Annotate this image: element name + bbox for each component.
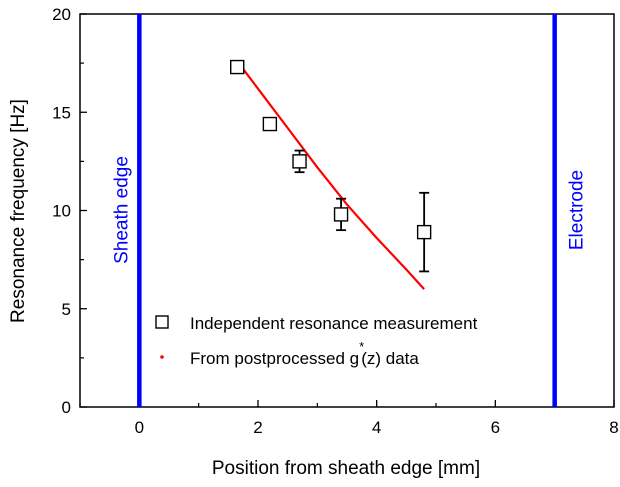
vline-label-sheath-edge: Sheath edge bbox=[111, 156, 132, 264]
x-tick-label: 8 bbox=[609, 418, 618, 437]
legend-label-postprocessed-part1: From postprocessed g bbox=[190, 349, 359, 368]
x-tick-label: 6 bbox=[491, 418, 500, 437]
y-tick-label: 10 bbox=[52, 202, 71, 221]
data-point bbox=[292, 154, 307, 169]
data-point bbox=[262, 116, 278, 132]
y-axis-title: Resonance frequency [Hz] bbox=[8, 99, 29, 323]
y-tick-label: 15 bbox=[52, 103, 71, 122]
legend: Independent resonance measurement From p… bbox=[155, 314, 478, 368]
legend-label-postprocessed-superscript: * bbox=[359, 339, 364, 354]
legend-label-postprocessed-part2: (z) data bbox=[361, 349, 419, 368]
x-axis-title: Position from sheath edge [mm] bbox=[212, 458, 480, 479]
x-tick-label: 4 bbox=[372, 418, 381, 437]
legend-marker-square bbox=[155, 315, 169, 329]
data-point bbox=[230, 59, 245, 75]
legend-label-measurement: Independent resonance measurement bbox=[190, 314, 478, 333]
data-point bbox=[416, 224, 432, 240]
x-tick-label: 0 bbox=[135, 418, 144, 437]
legend-label-postprocessed: From postprocessed g* (z) data bbox=[190, 339, 419, 368]
data-point bbox=[333, 207, 349, 222]
x-tick-label: 2 bbox=[253, 418, 262, 437]
y-tick-label: 20 bbox=[52, 5, 71, 24]
vline-label-electrode: Electrode bbox=[567, 170, 588, 250]
y-tick-label: 0 bbox=[62, 398, 71, 417]
fit-line bbox=[236, 60, 425, 290]
legend-marker-dot bbox=[160, 355, 164, 359]
y-tick-label: 5 bbox=[62, 300, 71, 319]
